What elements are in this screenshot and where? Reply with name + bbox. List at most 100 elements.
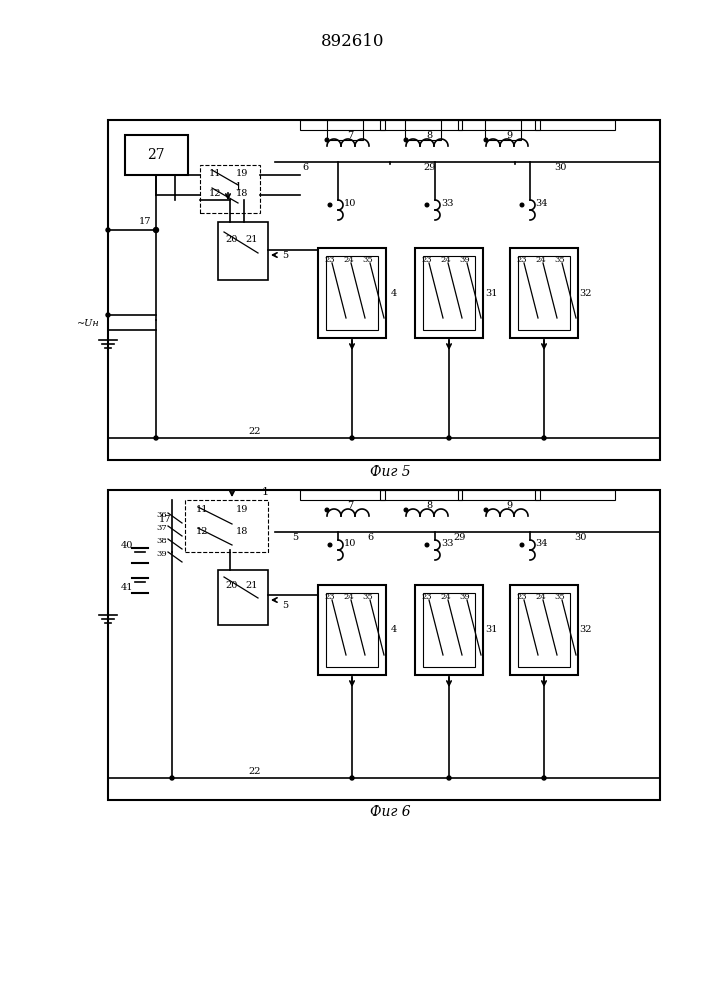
Circle shape xyxy=(542,776,546,780)
Bar xyxy=(415,585,483,675)
Bar xyxy=(380,490,462,500)
Text: 30: 30 xyxy=(554,163,566,172)
Bar xyxy=(405,120,441,140)
Text: 6: 6 xyxy=(302,163,308,172)
Bar xyxy=(326,256,378,330)
Text: 11: 11 xyxy=(196,506,209,514)
Text: 5: 5 xyxy=(282,600,288,609)
Text: 12: 12 xyxy=(209,190,221,198)
Text: 41: 41 xyxy=(121,582,133,591)
Text: 19: 19 xyxy=(236,506,248,514)
Bar xyxy=(185,500,268,552)
Text: 39: 39 xyxy=(460,256,470,264)
Text: 10: 10 xyxy=(344,540,356,548)
Circle shape xyxy=(542,436,546,440)
Text: 23: 23 xyxy=(517,256,527,264)
Bar xyxy=(380,120,462,130)
Text: 18: 18 xyxy=(236,528,248,536)
Text: 5: 5 xyxy=(282,250,288,259)
Bar xyxy=(518,593,570,667)
Text: 4: 4 xyxy=(391,288,397,298)
Circle shape xyxy=(106,313,110,317)
Text: 35: 35 xyxy=(554,256,566,264)
Text: 33: 33 xyxy=(440,200,453,209)
Text: 6: 6 xyxy=(367,534,373,542)
Bar xyxy=(518,256,570,330)
Circle shape xyxy=(404,508,408,512)
Bar xyxy=(300,490,385,500)
Circle shape xyxy=(170,776,174,780)
Text: 23: 23 xyxy=(517,593,527,601)
Text: 1: 1 xyxy=(235,182,242,192)
Bar xyxy=(458,490,540,500)
Text: 39: 39 xyxy=(460,593,470,601)
Text: 37: 37 xyxy=(157,524,168,532)
Text: 34: 34 xyxy=(536,200,548,209)
Circle shape xyxy=(404,138,408,142)
Text: 38: 38 xyxy=(157,537,168,545)
Text: 35: 35 xyxy=(554,593,566,601)
Text: 29: 29 xyxy=(423,163,436,172)
Text: 7: 7 xyxy=(347,500,353,510)
Text: 40: 40 xyxy=(121,540,133,550)
Text: 36: 36 xyxy=(157,511,168,519)
Text: 24: 24 xyxy=(536,593,547,601)
Bar xyxy=(218,570,268,625)
Circle shape xyxy=(425,543,429,547)
Text: 20: 20 xyxy=(226,580,238,589)
Circle shape xyxy=(520,543,524,547)
Text: Фиг 6: Фиг 6 xyxy=(370,805,410,819)
Circle shape xyxy=(484,138,488,142)
Circle shape xyxy=(154,436,158,440)
Text: 21: 21 xyxy=(246,235,258,244)
Bar xyxy=(218,222,268,280)
Text: 24: 24 xyxy=(536,256,547,264)
Text: 19: 19 xyxy=(236,169,248,178)
Text: 22: 22 xyxy=(249,768,262,776)
Bar xyxy=(327,120,363,140)
Text: 9: 9 xyxy=(506,130,512,139)
Text: 24: 24 xyxy=(440,593,451,601)
Text: 34: 34 xyxy=(536,540,548,548)
Text: 7: 7 xyxy=(347,130,353,139)
Text: 8: 8 xyxy=(426,130,432,139)
Text: Фиг 5: Фиг 5 xyxy=(370,465,410,479)
Circle shape xyxy=(325,138,329,142)
Text: 35: 35 xyxy=(363,256,373,264)
Text: 5: 5 xyxy=(292,534,298,542)
Text: 24: 24 xyxy=(440,256,451,264)
Text: 21: 21 xyxy=(246,580,258,589)
Text: 23: 23 xyxy=(421,256,432,264)
Text: 1: 1 xyxy=(262,487,269,497)
Text: 4: 4 xyxy=(391,626,397,635)
Text: 39: 39 xyxy=(157,550,168,558)
Bar xyxy=(318,585,386,675)
Text: 30: 30 xyxy=(574,534,586,542)
Text: 23: 23 xyxy=(325,593,335,601)
Circle shape xyxy=(153,228,158,232)
Bar xyxy=(108,120,660,460)
Text: 35: 35 xyxy=(363,593,373,601)
Text: 17: 17 xyxy=(139,218,151,227)
Text: 18: 18 xyxy=(236,190,248,198)
Bar xyxy=(318,248,386,338)
Text: 24: 24 xyxy=(344,256,354,264)
Text: 9: 9 xyxy=(506,500,512,510)
Circle shape xyxy=(484,508,488,512)
Bar xyxy=(125,135,188,175)
Bar xyxy=(510,585,578,675)
Text: 12: 12 xyxy=(196,528,209,536)
Text: 8: 8 xyxy=(426,500,432,510)
Text: 10: 10 xyxy=(344,200,356,209)
Bar xyxy=(485,120,521,140)
Circle shape xyxy=(425,203,429,207)
Bar xyxy=(200,165,260,213)
Text: 24: 24 xyxy=(344,593,354,601)
Text: 17: 17 xyxy=(159,516,171,524)
Text: 11: 11 xyxy=(209,169,221,178)
Circle shape xyxy=(325,508,329,512)
Text: 27: 27 xyxy=(147,148,165,162)
Text: 29: 29 xyxy=(454,534,466,542)
Bar xyxy=(458,120,540,130)
Circle shape xyxy=(350,776,354,780)
